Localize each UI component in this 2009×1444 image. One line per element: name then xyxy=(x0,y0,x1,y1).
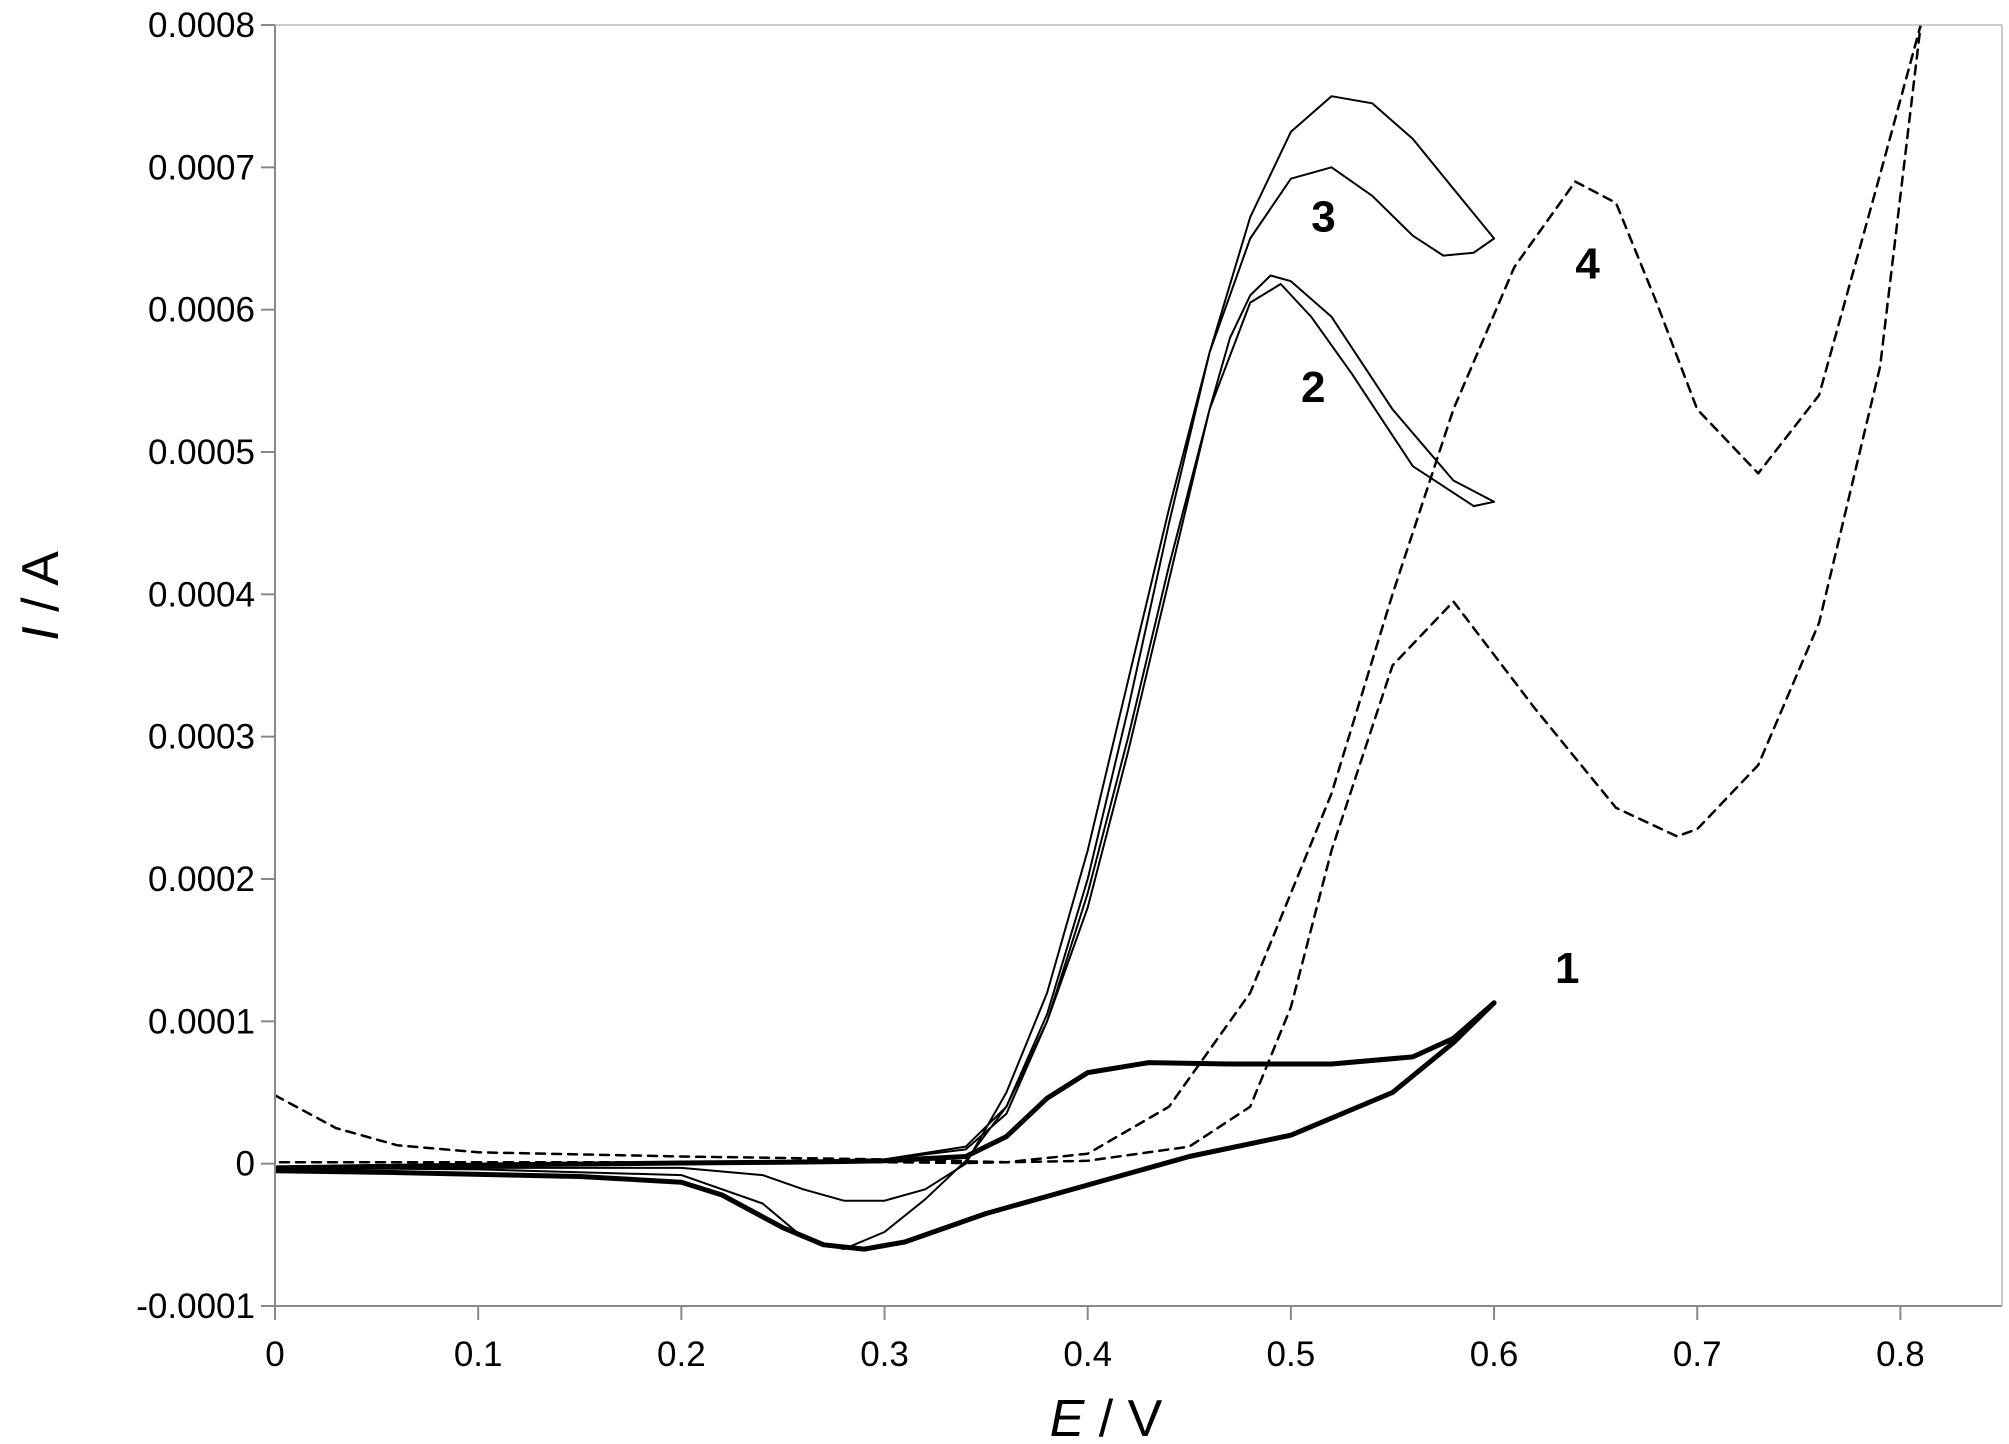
y-tick-label: 0.0005 xyxy=(148,433,255,472)
y-tick-label: 0.0001 xyxy=(148,1002,255,1041)
curve-label-3: 3 xyxy=(1311,192,1335,241)
series-line-2 xyxy=(275,274,1496,1251)
x-tick-label: 0 xyxy=(265,1335,284,1374)
x-tick-label: 0.5 xyxy=(1267,1335,1316,1374)
x-tick-label: 0.6 xyxy=(1470,1335,1519,1374)
series-line-4 xyxy=(275,25,1922,1165)
chart-axes xyxy=(274,24,2003,1307)
curve-label-1: 1 xyxy=(1555,944,1579,993)
y-tick-label: 0.0004 xyxy=(148,575,255,614)
x-axis-title: E / V xyxy=(1050,1390,1163,1444)
x-tick-label: 0.8 xyxy=(1876,1335,1925,1374)
x-tick-label: 0.4 xyxy=(1063,1335,1112,1374)
x-tick-label: 0.3 xyxy=(860,1335,909,1374)
y-tick-label: -0.0001 xyxy=(136,1287,255,1326)
plot-curves xyxy=(275,25,1922,1252)
y-tick-label: 0.0003 xyxy=(148,718,255,757)
y-tick-label: 0.0006 xyxy=(148,291,255,330)
series-line-1 xyxy=(275,1000,1497,1252)
axis-ticks: 0 0.1 0.2 0.3 0.4 0.5 0.6 0.7 0.8 -0.0001 0 0.0001 0… xyxy=(136,6,1924,1374)
y-tick-label: 0 xyxy=(236,1145,255,1184)
y-tick-label: 0.0002 xyxy=(148,860,255,899)
curve-labels: 1 2 3 4 xyxy=(1301,192,1600,993)
curve-label-2: 2 xyxy=(1301,363,1325,412)
x-tick-label: 0.1 xyxy=(454,1335,503,1374)
x-tick-label: 0.7 xyxy=(1673,1335,1722,1374)
y-axis-title: I / A xyxy=(12,551,70,641)
y-tick-label: 0.0008 xyxy=(148,6,255,45)
series-line-3 xyxy=(275,95,1496,1202)
curve-label-4: 4 xyxy=(1575,239,1600,288)
x-tick-label: 0.2 xyxy=(657,1335,706,1374)
y-tick-label: 0.0007 xyxy=(148,148,255,187)
